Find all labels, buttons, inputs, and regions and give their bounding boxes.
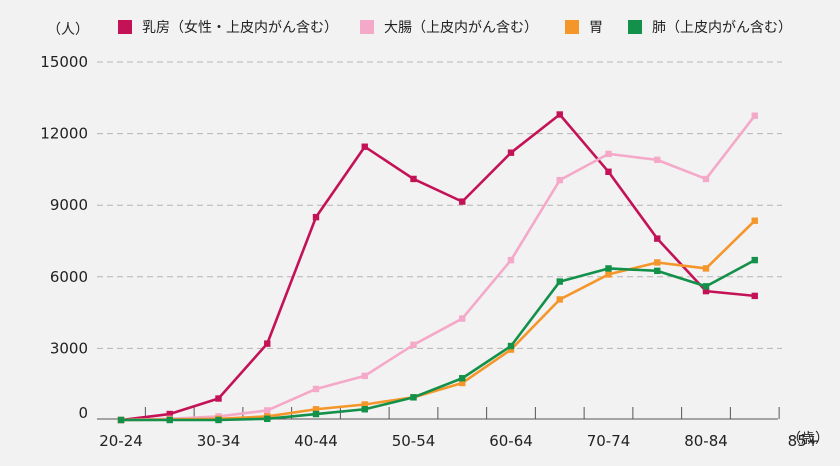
data-point — [117, 416, 125, 424]
data-point — [507, 256, 515, 264]
data-point — [264, 415, 271, 423]
x-tick-label: 50-54 — [392, 432, 436, 450]
data-point — [702, 283, 710, 290]
data-point — [507, 149, 515, 156]
data-point — [410, 341, 417, 349]
y-axis-unit-label: （人） — [47, 22, 89, 38]
data-point — [312, 213, 320, 221]
y-axis-ticks: 0 3000 6000 9000 12000 15000 — [40, 53, 88, 422]
series — [117, 256, 758, 424]
data-point — [605, 168, 612, 175]
series-line — [121, 258, 756, 422]
data-point — [312, 406, 320, 413]
data-point — [507, 342, 515, 350]
legend-swatch — [118, 20, 132, 34]
x-tick-label: 85+ — [788, 432, 820, 450]
y-tick-label: 9000 — [50, 196, 88, 214]
legend-label: 肺（上皮内がん含む） — [652, 20, 792, 36]
x-tick-label: 30-34 — [197, 432, 241, 450]
x-tick-label: 60-64 — [489, 432, 533, 450]
legend-swatch — [628, 20, 642, 34]
data-point — [605, 271, 612, 278]
y-tick-label: 3000 — [50, 339, 88, 357]
legend-item: 胃 — [565, 20, 603, 36]
data-point — [410, 175, 417, 183]
data-point — [459, 379, 466, 387]
x-tick-label: 20-24 — [99, 432, 143, 450]
legend-label: 乳房（女性・上皮内がん含む） — [142, 19, 338, 36]
data-point — [605, 265, 612, 272]
data-point — [166, 416, 173, 424]
legend-label: 大腸（上皮内がん含む） — [384, 20, 538, 36]
x-tick-label: 70-74 — [587, 432, 631, 450]
data-point — [751, 112, 758, 119]
legend-item: 乳房（女性・上皮内がん含む） — [118, 19, 338, 36]
legend-swatch — [565, 20, 579, 34]
data-point — [312, 410, 320, 418]
data-point — [361, 401, 368, 408]
data-point — [605, 150, 612, 158]
data-point — [751, 292, 758, 300]
x-axis-unit-label: （歳） — [787, 431, 829, 447]
series-line — [120, 114, 756, 422]
data-point — [654, 235, 661, 242]
x-tick-label: 80-84 — [684, 432, 728, 450]
legend: 乳房（女性・上皮内がん含む） 大腸（上皮内がん含む） 胃 肺（上皮内がん含む） — [118, 19, 792, 36]
data-point — [654, 156, 661, 164]
data-point — [751, 256, 758, 264]
data-point — [312, 385, 320, 393]
data-point — [166, 410, 173, 418]
data-point — [556, 176, 563, 184]
data-point — [556, 278, 563, 285]
grid-lines — [97, 61, 782, 349]
data-point — [264, 407, 271, 414]
data-point — [702, 287, 710, 295]
y-tick-label: 6000 — [50, 268, 88, 286]
series-line — [120, 219, 756, 422]
x-tick-label: 40-44 — [294, 432, 338, 450]
data-point — [361, 406, 368, 413]
y-tick-label: 12000 — [40, 125, 88, 143]
data-point — [361, 372, 368, 380]
y-tick-label: 0 — [78, 404, 88, 422]
series-line — [120, 113, 755, 422]
legend-swatch — [360, 20, 374, 34]
data-point — [556, 296, 563, 303]
series-group — [117, 111, 758, 424]
data-point — [459, 375, 466, 382]
data-point — [751, 217, 758, 224]
data-point — [215, 416, 222, 424]
data-point — [556, 111, 563, 118]
data-point — [507, 346, 515, 353]
data-point — [264, 340, 271, 347]
data-point — [215, 395, 222, 402]
data-point — [654, 267, 661, 275]
legend-item: 大腸（上皮内がん含む） — [360, 20, 538, 36]
data-point — [459, 315, 466, 322]
data-point — [702, 175, 710, 183]
data-point — [702, 265, 710, 272]
y-tick-label: 15000 — [40, 53, 88, 71]
legend-label: 胃 — [589, 20, 603, 36]
data-point — [459, 198, 466, 205]
data-point — [361, 143, 368, 150]
legend-item: 肺（上皮内がん含む） — [628, 20, 792, 36]
data-point — [410, 394, 417, 401]
data-point — [654, 259, 661, 266]
